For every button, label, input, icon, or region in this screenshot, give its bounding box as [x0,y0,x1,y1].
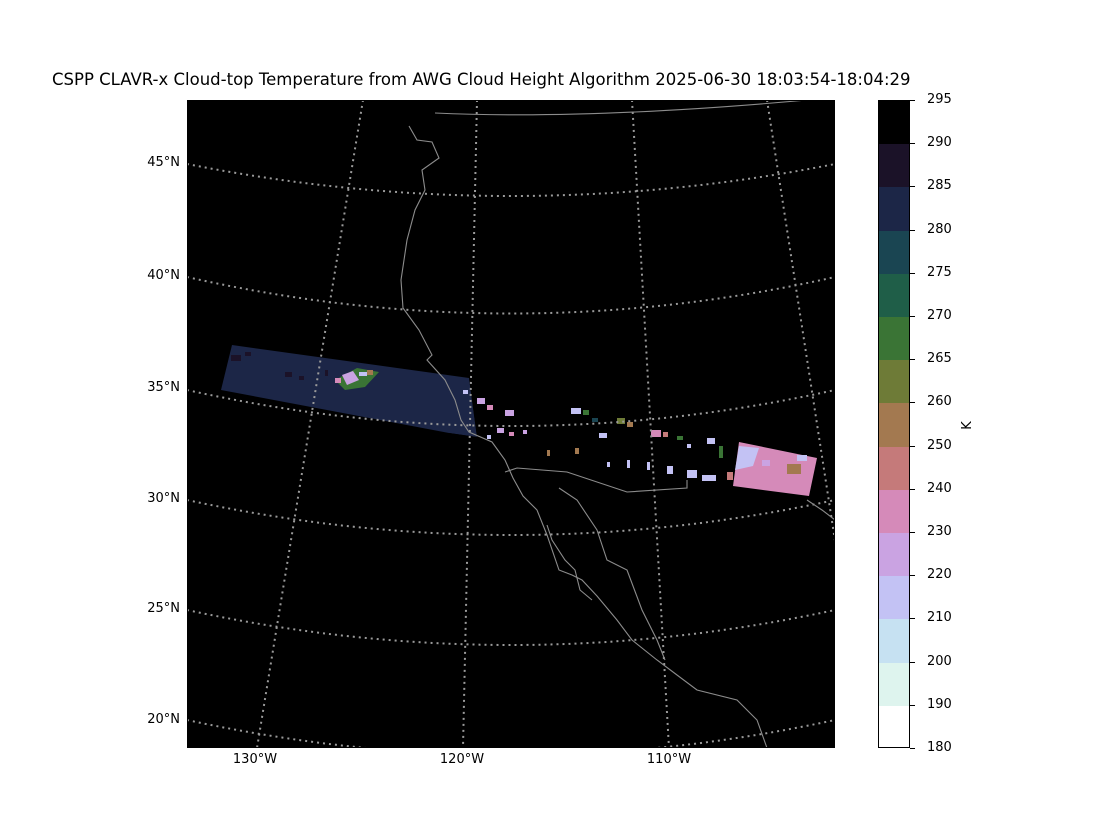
colorbar-tick-label: 190 [927,696,952,712]
colorbar-segment [879,187,909,232]
lon-label-120w: 120°W [439,752,485,767]
colorbar-segment [879,489,909,534]
colorbar-segment [879,360,909,404]
cloud-swath [221,345,817,496]
lat-label-25n: 25°N [147,601,180,616]
colorbar-tick [910,532,915,533]
colorbar-segment [879,576,909,620]
colorbar-segment [879,662,909,707]
meridian-110w [631,100,670,748]
colorbar-tick-label: 230 [927,524,952,539]
colorbar-tick [910,704,915,706]
colorbar-tick-label: 220 [927,567,952,583]
colorbar-tick [910,488,915,490]
swath-cold-flecks [231,352,328,380]
texas-coast [806,499,835,521]
cloud-scatter-land [463,390,723,481]
lon-label-130w: 130°W [232,752,278,767]
colorbar-tick [910,143,915,145]
colorbar-tick-label: 260 [927,394,952,410]
colorbar-segment [879,403,909,448]
colorbar-segment [879,533,909,577]
lon-label-110w: 110°W [646,752,692,767]
colorbar-tick-label: 285 [927,178,952,194]
colorbar-segment [879,446,909,491]
colorbar-tick-label: 265 [927,351,952,367]
swath-land-segment [449,378,817,495]
colorbar-tick [910,316,915,317]
parallel-25n [187,609,835,646]
colorbar-tick [910,661,915,663]
colorbar-tick [910,100,915,101]
parallel-20n [187,719,835,748]
swath-ocean-segment [221,345,477,437]
us-mexico-border [504,467,688,493]
cloud-cluster-west [335,368,379,390]
colorbar-tick-label: 275 [927,264,952,280]
colorbar-tick-label: 240 [927,480,952,496]
colorbar-segment [879,230,909,275]
meridian-105w [766,100,835,548]
baja-west [546,524,593,601]
lat-label-40n: 40°N [147,268,180,283]
colorbar-tick-label: 280 [927,221,952,237]
map-canvas [187,100,835,748]
graticule [187,100,835,748]
lat-label-20n: 20°N [147,712,180,727]
gulf-of-california-east [558,487,666,661]
colorbar-tick [910,575,915,577]
colorbar-tick-label: 200 [927,653,952,669]
colorbar-tick [910,272,915,274]
colorbar-segment [879,273,909,318]
colorbar-segment [879,619,909,664]
colorbar-tick [910,618,915,620]
coastlines [400,100,835,748]
lat-label-45n: 45°N [147,155,180,170]
colorbar-tick [910,402,915,404]
colorbar-tick-label: 180 [927,740,952,755]
cloud-cluster-east [727,442,817,496]
colorbar-unit-label: K [959,421,975,430]
colorbar-segment [879,705,909,747]
lat-label-35n: 35°N [147,380,180,395]
parallel-45n [187,163,835,197]
colorbar-tick [910,748,915,749]
parallel-40n [187,276,835,315]
colorbar-tick [910,229,915,231]
colorbar-tick [910,445,915,447]
colorbar-segment [879,101,909,145]
colorbar-tick-label: 290 [927,135,952,151]
colorbar-tick [910,359,915,361]
colorbar-tick-label: 210 [927,610,952,626]
colorbar-tick [910,186,915,188]
colorbar-segment [879,144,909,188]
colorbar-segment [879,317,909,361]
parallel-30n [187,499,835,536]
colorbar-tick-label: 250 [927,437,952,453]
us-west-coast [400,125,768,748]
lat-label-30n: 30°N [147,491,180,506]
map-panel [187,100,835,748]
colorbar [878,100,910,748]
canada-us-border [434,100,808,116]
colorbar-tick-label: 270 [927,308,952,323]
colorbar-tick-label: 295 [927,92,952,107]
meridian-120w [462,100,478,748]
figure-title: CSPP CLAVR-x Cloud-top Temperature from … [52,70,911,89]
meridian-130w [256,100,364,748]
